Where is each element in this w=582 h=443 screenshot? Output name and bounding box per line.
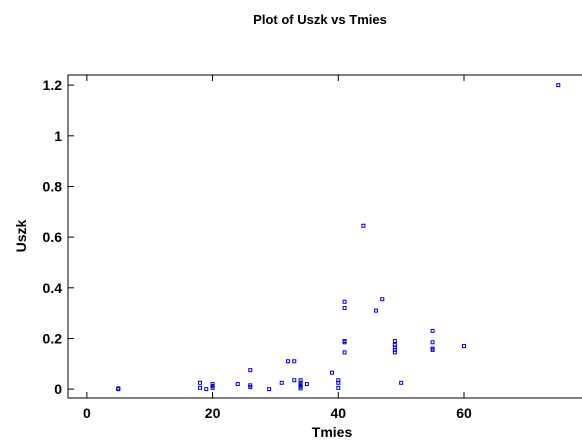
data-point <box>430 346 435 351</box>
data-point <box>330 370 334 375</box>
data-point <box>279 380 284 385</box>
data-point <box>342 350 347 355</box>
data-point <box>235 382 240 387</box>
data-point <box>380 297 385 302</box>
data-point <box>210 384 215 389</box>
x-tick-label: 0 <box>83 405 91 421</box>
data-point <box>286 359 290 364</box>
y-axis-label: Uszk <box>13 219 29 252</box>
data-point <box>198 385 202 390</box>
y-tick-label: 0 <box>54 381 62 397</box>
data-point <box>430 328 435 333</box>
data-point <box>116 386 121 391</box>
x-tick-label: 60 <box>456 405 472 421</box>
data-point <box>374 308 378 313</box>
data-point <box>292 378 297 383</box>
data-point <box>292 359 297 364</box>
data-point <box>210 382 215 387</box>
data-point <box>298 378 303 383</box>
data-point <box>399 380 404 385</box>
y-tick-label: 0.8 <box>43 178 63 194</box>
y-tick-label: 1 <box>54 128 62 144</box>
x-tick-label: 40 <box>330 405 346 421</box>
data-point <box>248 368 253 373</box>
data-point <box>392 342 397 347</box>
y-tick-label: 0.2 <box>43 330 63 346</box>
data-point <box>336 378 341 383</box>
y-axis: 0 0.2 0.4 0.6 0.8 1 1.2 <box>43 77 74 397</box>
data-point <box>361 223 366 228</box>
y-tick-label: 0.4 <box>43 280 63 296</box>
data-points <box>116 83 561 392</box>
data-point <box>336 385 341 390</box>
chart-title: Plot of Uszk vs Tmies <box>253 12 387 27</box>
data-point <box>267 387 272 392</box>
data-point <box>204 387 209 392</box>
y-tick-label: 0.6 <box>43 229 63 245</box>
data-point <box>462 344 466 349</box>
data-point <box>304 382 309 387</box>
data-point <box>556 83 561 88</box>
data-point <box>298 384 303 389</box>
data-point <box>392 339 397 343</box>
y-tick-label: 1.2 <box>43 77 63 93</box>
data-point <box>342 339 347 343</box>
x-axis-label: Tmies <box>312 424 353 440</box>
plot-frame <box>67 74 582 399</box>
x-tick-label: 20 <box>205 405 221 421</box>
data-point <box>430 340 435 345</box>
data-point <box>342 306 347 311</box>
data-point <box>198 380 202 385</box>
data-point <box>248 383 253 388</box>
x-axis: 020406080 <box>83 75 582 421</box>
data-point <box>342 299 347 304</box>
